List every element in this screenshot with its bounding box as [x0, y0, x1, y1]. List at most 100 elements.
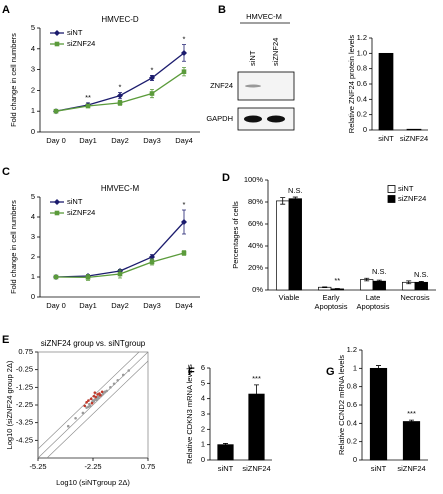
- y-tick-label: 100%: [244, 175, 264, 184]
- y-axis-label: Percentages of cells: [231, 201, 240, 269]
- legend-marker: [54, 199, 60, 205]
- y-tick-label: 0: [201, 455, 205, 464]
- x-tick-label: Day3: [143, 301, 161, 310]
- panel-letter: A: [2, 4, 10, 16]
- y-tick-label: 20%: [248, 263, 263, 272]
- y-tick-label: 0.8: [357, 64, 367, 73]
- blot-frame: [237, 107, 295, 131]
- legend-marker: [54, 30, 60, 36]
- error-bar: [364, 277, 370, 282]
- point: [85, 401, 88, 404]
- x-tick-label: Day2: [111, 136, 129, 145]
- point: [88, 404, 92, 408]
- bar: [402, 421, 421, 461]
- y-tick-label: -3.25: [16, 418, 33, 427]
- y-tick-label: 80%: [248, 197, 263, 206]
- point: [93, 391, 97, 394]
- legend-label: siZNF24: [67, 208, 95, 217]
- lane-label: siNT: [248, 50, 257, 66]
- point: [112, 382, 116, 386]
- y-tick-label: 4: [201, 394, 205, 403]
- y-tick-label: 2: [31, 85, 35, 94]
- row-label: GAPDH: [206, 114, 233, 123]
- point: [116, 378, 120, 382]
- bar: [276, 200, 290, 291]
- y-tick-label: -4.25: [16, 435, 33, 444]
- blot-band: [267, 115, 285, 123]
- annotation: *: [183, 35, 186, 44]
- annotation: N.S.: [414, 270, 429, 279]
- point: [181, 250, 187, 256]
- x-tick-label: -5.25: [29, 462, 46, 471]
- point: [149, 91, 155, 96]
- y-tick-label: 6: [201, 363, 205, 372]
- y-tick-label: 5: [31, 23, 35, 32]
- y-tick-label: 0: [353, 455, 357, 464]
- error-bar: [254, 384, 259, 404]
- x-tick-label: Day1: [79, 301, 97, 310]
- x-tick-label-box: Viable: [279, 293, 300, 302]
- y-tick-label: 0.6: [347, 400, 357, 409]
- y-tick-label: 1: [31, 106, 35, 115]
- error-bar: [223, 443, 228, 447]
- point: [181, 49, 187, 56]
- y-tick-label: 4: [31, 212, 35, 221]
- y-axis-label: Fold change in cell numbers: [9, 33, 18, 127]
- y-tick-label: 0.2: [347, 437, 357, 446]
- point: [117, 271, 123, 277]
- legend-label: siNT: [67, 197, 83, 206]
- error-bar: [280, 197, 286, 205]
- chart-title: HMVEC-M: [101, 184, 140, 193]
- y-tick-label: 0.4: [357, 94, 367, 103]
- bar: [217, 444, 234, 461]
- annotation: N.S.: [288, 186, 303, 195]
- annotation: **: [85, 93, 91, 102]
- point: [149, 259, 155, 265]
- point: [53, 274, 59, 280]
- y-tick-label: 0.4: [347, 418, 357, 427]
- legend-marker: [54, 41, 60, 47]
- y-axis-label: Relative ZNF24 protein levels: [347, 35, 356, 134]
- point: [85, 103, 91, 109]
- point: [53, 108, 59, 114]
- x-tick-label: Late Apoptosis: [356, 293, 390, 311]
- bar: [378, 52, 394, 131]
- y-tick-label: 1.2: [357, 33, 367, 42]
- error-bar: [376, 365, 381, 372]
- x-tick-label: siZNF24: [397, 464, 425, 473]
- lane-label: siZNF24: [271, 38, 280, 66]
- annotation: **: [334, 276, 340, 285]
- point: [181, 219, 187, 225]
- x-tick-label: Day 0: [46, 136, 66, 145]
- y-tick-label: 1: [353, 363, 357, 372]
- x-tick-label: Early Apoptosis: [314, 293, 348, 311]
- y-tick-label: 60%: [248, 219, 263, 228]
- legend-label: siZNF24: [67, 39, 95, 48]
- y-tick-label: 3: [31, 232, 35, 241]
- point: [100, 390, 104, 394]
- point: [81, 411, 85, 415]
- annotation: N.S.: [372, 267, 387, 276]
- point: [87, 399, 90, 402]
- error-bar: [334, 288, 340, 290]
- x-tick-label-box: Necrosis: [400, 293, 429, 302]
- annotation: ***: [252, 374, 261, 383]
- y-axis-label: Log10 (siZNF24 group 2Δ): [5, 360, 14, 449]
- y-tick-label: 1.0: [357, 48, 367, 57]
- legend-label: siNT: [67, 28, 83, 37]
- x-tick-label: siNT: [378, 134, 394, 143]
- x-tick-label-box: Early Apoptosis: [314, 293, 348, 311]
- y-tick-label: 5: [31, 192, 35, 201]
- x-tick-label: Day4: [175, 301, 193, 310]
- y-axis-label: Relative CDKN3 mRNA levels: [185, 364, 194, 464]
- reference-line: [46, 360, 149, 459]
- annotation: ***: [407, 409, 416, 418]
- error-bar: [322, 286, 328, 288]
- y-axis-label: Relative CCND2 mRNA levels: [337, 355, 346, 455]
- legend-swatch: [387, 195, 396, 203]
- row-label: ZNF24: [210, 81, 233, 90]
- chart-title: siZNF24 group vs. siNTgroup: [41, 339, 146, 348]
- x-tick-label: Day1: [79, 136, 97, 145]
- point: [90, 401, 94, 405]
